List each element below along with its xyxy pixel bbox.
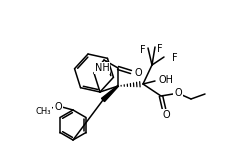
Text: NH: NH [95,63,109,73]
Text: OH: OH [159,75,173,85]
Text: F: F [140,45,146,55]
Text: O: O [134,68,142,78]
Polygon shape [101,86,118,102]
Text: F: F [157,44,163,54]
Text: O: O [162,110,170,120]
Text: CH₃: CH₃ [35,107,51,116]
Text: O: O [174,88,182,98]
Text: O: O [54,101,62,112]
Text: F: F [172,53,178,63]
